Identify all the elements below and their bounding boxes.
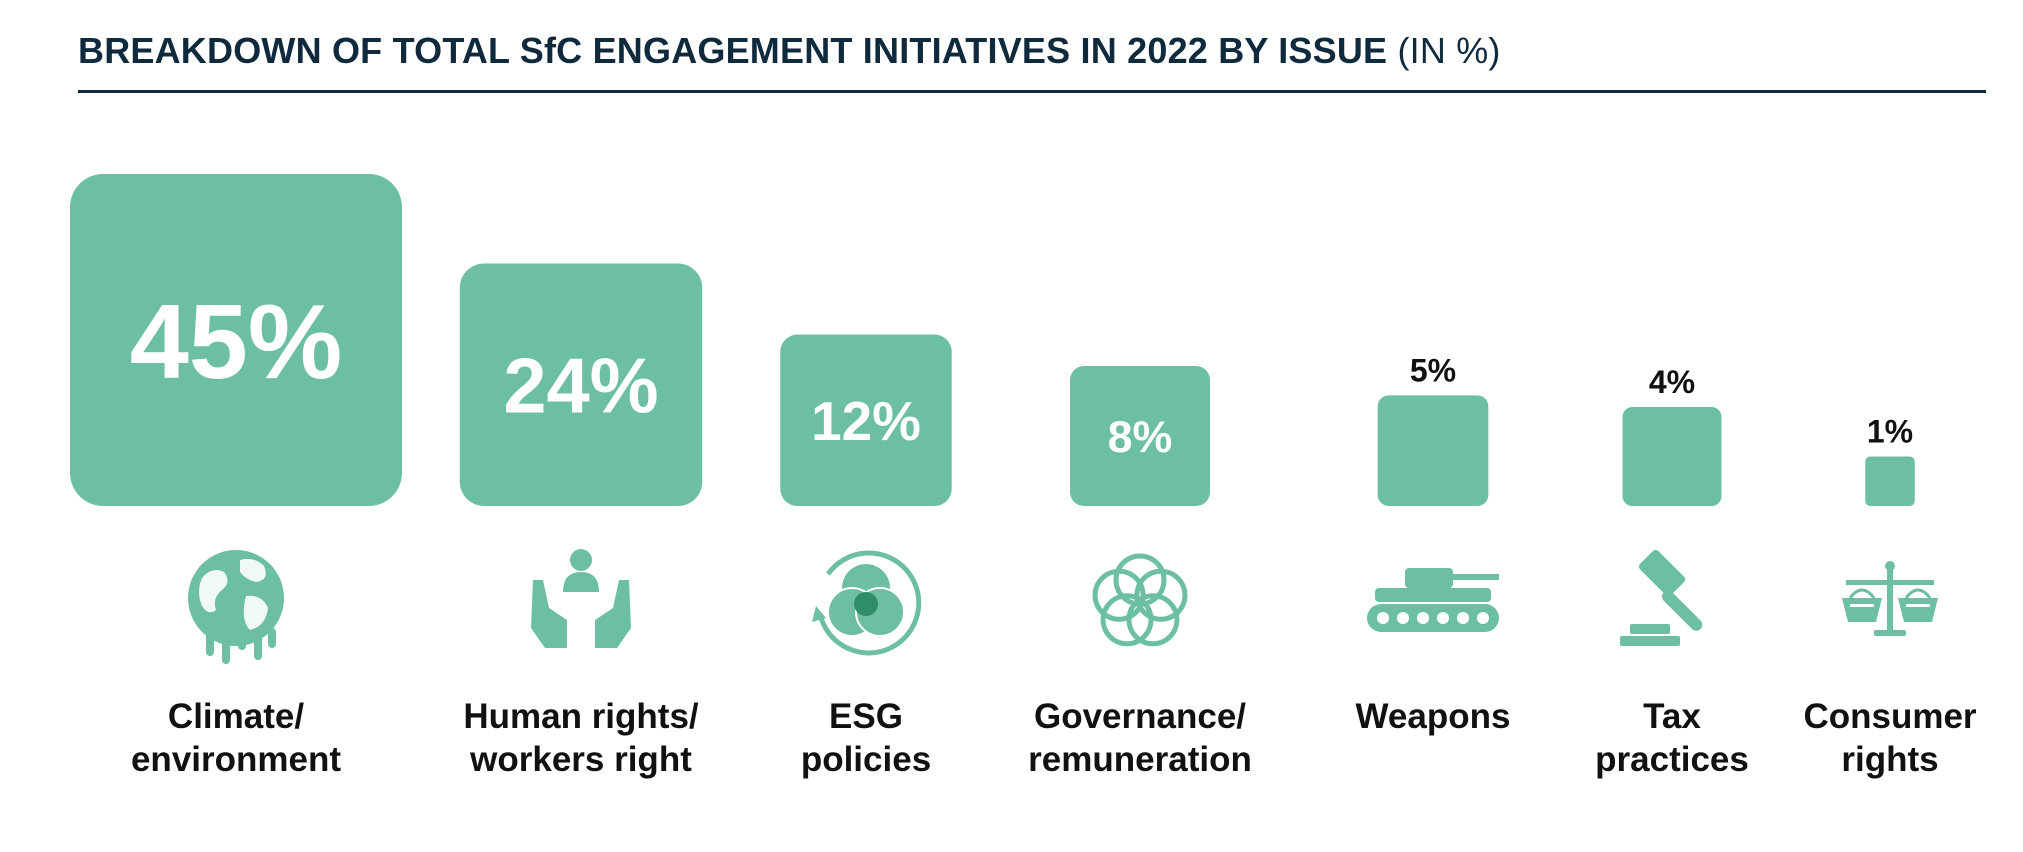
data-label: 24% bbox=[503, 344, 658, 430]
data-label: 1% bbox=[1867, 414, 1913, 450]
bar-square bbox=[1865, 456, 1915, 506]
data-label: 45% bbox=[130, 282, 343, 401]
category-label-line: Human rights/ bbox=[463, 697, 699, 736]
category-label: ESG policies bbox=[726, 695, 1006, 781]
category-label-line: Tax bbox=[1643, 697, 1701, 736]
category-label-line: policies bbox=[800, 740, 932, 779]
globe-melting-icon bbox=[188, 550, 284, 664]
category-label: Climate/environment bbox=[96, 695, 376, 781]
bar-square bbox=[1622, 407, 1722, 506]
category-label: Weapons bbox=[1293, 695, 1573, 738]
data-label: 4% bbox=[1649, 364, 1695, 400]
category-label-line: workers right bbox=[470, 740, 692, 779]
data-label: 5% bbox=[1410, 352, 1456, 388]
category-label-line: Weapons bbox=[1355, 697, 1511, 736]
chart-title: BREAKDOWN OF TOTAL SfC ENGAGEMENT INITIA… bbox=[78, 30, 1501, 72]
category-label-line: ESG bbox=[829, 697, 903, 736]
tank-icon bbox=[1367, 568, 1499, 632]
category-label: Tax practices bbox=[1532, 695, 1812, 781]
chart-title-unit: (IN %) bbox=[1397, 30, 1501, 71]
category-label-line: practices bbox=[1595, 740, 1749, 779]
bar-square bbox=[780, 334, 952, 506]
category-label-line: rights bbox=[1841, 740, 1939, 779]
category-label-line: Consumer bbox=[1803, 697, 1977, 736]
category-label: Governance/remuneration bbox=[1000, 695, 1280, 781]
data-label: 8% bbox=[1108, 412, 1173, 462]
bar-square bbox=[1070, 366, 1210, 506]
category-label-line: remuneration bbox=[1028, 740, 1252, 779]
chart-title-text: BREAKDOWN OF TOTAL SfC ENGAGEMENT INITIA… bbox=[78, 30, 1388, 71]
data-label: 12% bbox=[811, 390, 921, 452]
category-label-line: Governance/ bbox=[1033, 697, 1247, 736]
venn-cycle-icon bbox=[812, 550, 922, 656]
bar-square bbox=[70, 174, 402, 506]
category-label: Consumer rights bbox=[1750, 695, 2023, 781]
title-bar: BREAKDOWN OF TOTAL SfC ENGAGEMENT INITIA… bbox=[78, 28, 1986, 93]
bar-square bbox=[459, 263, 703, 506]
category-label-line: Climate/ bbox=[167, 697, 305, 736]
gavel-icon bbox=[1620, 549, 1703, 646]
category-label: Human rights/workers right bbox=[441, 695, 721, 781]
flower-rings-icon bbox=[1092, 553, 1188, 647]
scales-baskets-icon bbox=[1842, 561, 1938, 636]
bar-square bbox=[1377, 395, 1489, 506]
hands-person-icon bbox=[531, 549, 631, 648]
category-label-line: environment bbox=[130, 740, 342, 779]
